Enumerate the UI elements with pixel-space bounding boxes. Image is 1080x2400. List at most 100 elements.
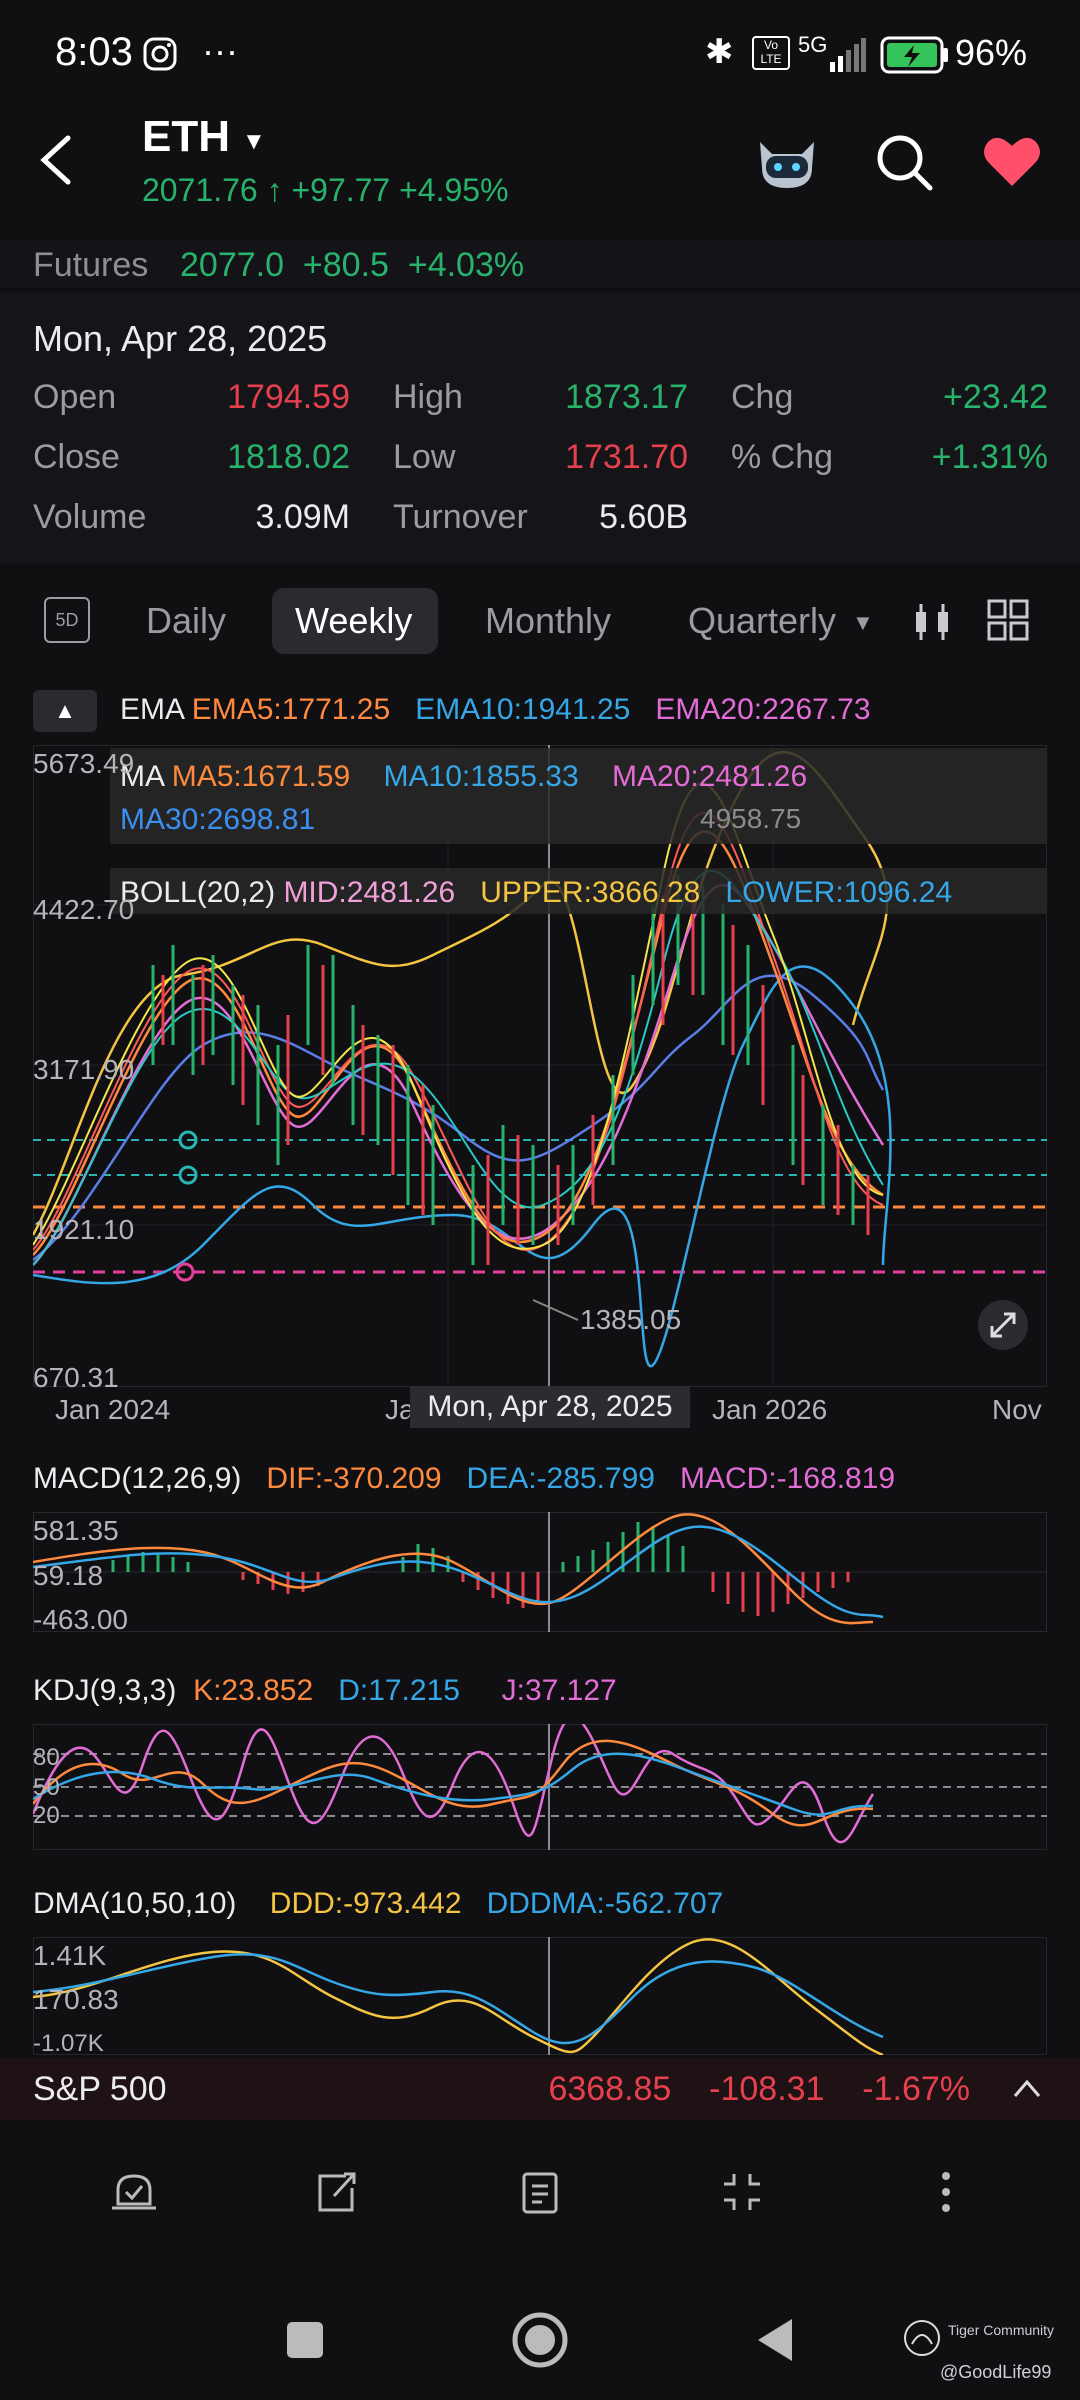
back-nav-icon[interactable] [740, 2305, 810, 2375]
high-value: 1873.17 [565, 378, 688, 416]
dma-legend: DMA(10,50,10) DDD:-973.442 DDDMA:-562.70… [33, 1887, 723, 1921]
ticker-dropdown-icon[interactable]: ▼ [242, 128, 266, 155]
dma-dddma: DDDMA:-562.707 [486, 1887, 724, 1920]
volte-icon: Vo LTE [752, 36, 790, 70]
watermark-user: @GoodLife99 [940, 2362, 1052, 2382]
macd-chart[interactable] [33, 1512, 1047, 1632]
kdj-label: KDJ(9,3,3) [33, 1674, 177, 1707]
status-time: 8:03 [55, 30, 133, 74]
ticker-symbol[interactable]: ETH [142, 112, 230, 161]
ohlc-date: Mon, Apr 28, 2025 [33, 318, 328, 359]
index-price: 6368.85 [548, 2070, 672, 2108]
index-change: -108.31 [709, 2070, 825, 2108]
low-label: Low [393, 438, 456, 476]
watermark-brand: Tiger Community [948, 2322, 1055, 2338]
candlestick-type-icon[interactable] [910, 600, 954, 644]
chart-high-marker: 4958.75 [700, 803, 802, 834]
macd-y-mid: 59.18 [33, 1560, 104, 1591]
battery-icon [880, 36, 948, 74]
network-type: 5G [798, 32, 828, 57]
open-label: Open [33, 378, 117, 416]
x-axis-jan-2025: Ja [385, 1394, 415, 1425]
dma-ddd: DDD:-973.442 [269, 1887, 462, 1920]
ema5-value: EMA5:1771.25 [191, 693, 391, 726]
bluetooth-icon: ✱ [705, 33, 734, 71]
index-ticker-bar[interactable] [0, 2058, 1080, 2120]
futures-change: +80.5 [302, 246, 389, 284]
boll-legend-overlay [110, 868, 1046, 914]
tab-5d[interactable]: 5D [44, 597, 90, 643]
boll-label: BOLL(20,2) [120, 876, 276, 909]
futures-values: 2077.0 +80.5 +4.03% [180, 246, 524, 285]
ma-legend-overlay [110, 748, 1046, 844]
chevron-up-icon[interactable] [1012, 2074, 1042, 2104]
instagram-icon [143, 37, 177, 71]
tab-daily[interactable]: Daily [146, 600, 227, 641]
expand-chart-icon[interactable] [978, 1300, 1028, 1350]
open-value: 1794.59 [227, 378, 350, 416]
signal-icon [830, 38, 866, 72]
robot-assistant-icon[interactable] [752, 128, 822, 198]
dma-y-min: -1.07K [33, 2030, 104, 2057]
fullscreen-exit-icon[interactable] [712, 2162, 772, 2222]
close-value: 1818.02 [227, 438, 350, 476]
kdj-k: K:23.852 [193, 1674, 314, 1707]
ma30-value: MA30:2698.81 [120, 803, 316, 836]
price-alert-icon[interactable] [104, 2162, 164, 2222]
price-chart[interactable] [33, 745, 1047, 1387]
ma10-value: MA10:1855.33 [383, 760, 579, 793]
macd-y-min: -463.00 [33, 1604, 128, 1635]
boll-upper: UPPER:3866.28 [480, 876, 701, 909]
search-icon[interactable] [872, 130, 936, 194]
favorite-heart-icon[interactable] [980, 130, 1044, 194]
grid-layout-icon[interactable] [986, 598, 1030, 642]
dma-y-max: 1.41K [33, 1940, 107, 1971]
macd-dea: DEA:-285.799 [466, 1462, 655, 1495]
low-value: 1731.70 [565, 438, 688, 476]
share-icon[interactable] [306, 2162, 366, 2222]
boll-lower: LOWER:1096.24 [725, 876, 953, 909]
more-options-icon[interactable] [916, 2162, 976, 2222]
collapse-indicator-button[interactable]: ▲ [33, 690, 97, 732]
recent-apps-icon[interactable] [270, 2305, 340, 2375]
ma-legend-line1: MA MA5:1671.59 MA10:1855.33 MA20:2481.26 [120, 760, 807, 794]
ema-label: EMA [120, 693, 184, 726]
boll-mid: MID:2481.26 [283, 876, 456, 909]
volume-label: Volume [33, 498, 147, 536]
turnover-label: Turnover [393, 498, 528, 536]
kdj-j: J:37.127 [501, 1674, 617, 1707]
tab-weekly-selected-bg [272, 588, 438, 654]
y-axis-3: 3171.90 [33, 1054, 135, 1085]
kdj-y-20: 20 [33, 1802, 60, 1829]
macd-dif: DIF:-370.209 [266, 1462, 442, 1495]
pct-chg-value: +1.31% [931, 438, 1048, 476]
price-change-pct: +4.95% [399, 172, 509, 208]
pct-chg-label: % Chg [731, 438, 834, 476]
macd-y-max: 581.35 [33, 1515, 119, 1546]
kdj-chart[interactable] [33, 1724, 1047, 1850]
boll-legend: BOLL(20,2) MID:2481.26 UPPER:3866.28 LOW… [120, 876, 952, 910]
futures-row[interactable] [0, 240, 1080, 288]
index-values: 6368.85 -108.31 -1.67% [548, 2070, 970, 2109]
x-axis-jan-2024: Jan 2024 [55, 1394, 171, 1425]
price-up-arrow-icon: ↑ [266, 172, 283, 208]
high-label: High [393, 378, 463, 416]
kdj-legend: KDJ(9,3,3) K:23.852 D:17.215 J:37.127 [33, 1674, 617, 1708]
dma-chart[interactable] [33, 1937, 1047, 2055]
tab-weekly[interactable]: Weekly [295, 600, 413, 641]
macd-label: MACD(12,26,9) [33, 1462, 242, 1495]
chg-value: +23.42 [943, 378, 1048, 416]
macd-value: MACD:-168.819 [680, 1462, 896, 1495]
futures-change-pct: +4.03% [407, 246, 525, 284]
back-arrow-icon[interactable] [30, 130, 90, 190]
tab-quarterly[interactable]: Quarterly [688, 600, 837, 641]
quarterly-dropdown-icon[interactable]: ▼ [852, 610, 874, 635]
volume-value: 3.09M [255, 498, 351, 536]
home-icon[interactable] [505, 2305, 575, 2375]
macd-legend: MACD(12,26,9) DIF:-370.209 DEA:-285.799 … [33, 1462, 895, 1496]
tab-monthly[interactable]: Monthly [485, 600, 612, 641]
tiger-community-logo-icon [904, 2320, 940, 2356]
index-name: S&P 500 [33, 2070, 167, 2108]
ema-legend: EMA EMA5:1771.25 EMA10:1941.25 EMA20:226… [120, 693, 871, 727]
notes-icon[interactable] [510, 2162, 570, 2222]
